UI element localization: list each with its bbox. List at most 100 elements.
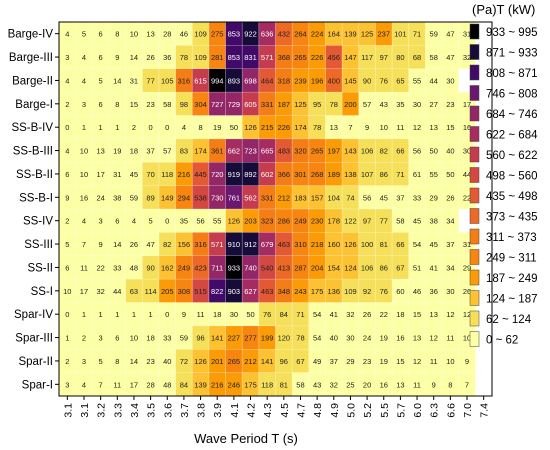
cell-value-label: 15 xyxy=(396,357,404,366)
cell-value-label: 175 xyxy=(311,287,324,296)
x-tick-label: 4.8 xyxy=(312,403,324,418)
heatmap-cell xyxy=(325,349,343,373)
cell-value-label: 35 xyxy=(180,217,188,226)
heatmap-cell xyxy=(125,162,143,186)
heatmap-cell xyxy=(158,138,176,163)
cell-value-label: 201 xyxy=(211,357,224,366)
heatmap-cell xyxy=(125,349,143,373)
cell-value-label: 14 xyxy=(113,240,121,249)
cell-value-label: 1 xyxy=(115,310,119,319)
cell-value-label: 72 xyxy=(180,357,188,366)
cell-value-label: 31 xyxy=(463,240,471,249)
heatmap-cell xyxy=(408,372,426,397)
cell-value-label: 17 xyxy=(463,100,471,109)
cell-value-label: 34 xyxy=(446,263,454,272)
cell-value-label: 34 xyxy=(446,217,454,226)
heatmap-cell xyxy=(275,185,293,210)
heatmap-cell xyxy=(358,138,376,163)
cell-value-label: 4 xyxy=(82,76,86,85)
cell-value-label: 141 xyxy=(261,357,274,366)
legend-label: 808 ~ 871 xyxy=(486,68,537,80)
cell-value-label: 249 xyxy=(178,263,191,272)
heatmap-cell xyxy=(342,115,360,140)
cell-value-label: 45 xyxy=(413,217,421,226)
cell-value-label: 9 xyxy=(432,380,436,389)
legend-label: 373 ~ 435 xyxy=(486,212,537,224)
heatmap-cell xyxy=(142,279,160,303)
cell-value-label: 28 xyxy=(146,380,154,389)
cell-value-label: 316 xyxy=(194,240,207,249)
heatmap-cell xyxy=(408,92,426,116)
cell-value-label: 101 xyxy=(394,30,407,39)
heatmap-cell xyxy=(275,255,293,280)
legend-swatch xyxy=(469,187,480,204)
cell-value-label: 50 xyxy=(430,147,438,156)
heatmap-cells xyxy=(59,22,476,397)
legend-swatch xyxy=(469,64,480,81)
heatmap-cell xyxy=(375,279,393,303)
heatmap-cell xyxy=(258,92,276,116)
heatmap-cell xyxy=(175,209,193,233)
heatmap-cell xyxy=(59,302,76,327)
cell-value-label: 30 xyxy=(230,310,238,319)
x-tick-label: 3.7 xyxy=(179,403,191,418)
heatmap-cell xyxy=(108,302,126,327)
cell-value-label: 109 xyxy=(194,53,207,62)
cell-value-label: 26 xyxy=(130,240,138,249)
heatmap-cell xyxy=(208,325,226,350)
cell-value-label: 61 xyxy=(413,170,421,179)
cell-value-label: 226 xyxy=(311,53,324,62)
heatmap-cell xyxy=(108,255,126,280)
cell-value-label: 237 xyxy=(377,30,390,39)
cell-value-label: 8 xyxy=(115,100,119,109)
heatmap-cell xyxy=(192,138,210,163)
heatmap-cell xyxy=(375,325,393,350)
legend-swatch xyxy=(469,249,480,265)
cell-value-label: 0 xyxy=(165,217,169,226)
heatmap-cell xyxy=(208,138,226,163)
cell-value-label: 413 xyxy=(278,263,291,272)
heatmap-cell xyxy=(442,115,459,140)
heatmap-cell xyxy=(108,92,126,116)
heatmap-cell xyxy=(75,68,93,93)
cell-value-label: 58 xyxy=(430,53,438,62)
x-tick-label: 5.5 xyxy=(379,403,391,418)
heatmap-cell xyxy=(325,302,343,327)
cell-value-label: 47 xyxy=(446,30,454,39)
cell-value-label: 331 xyxy=(261,100,274,109)
cell-value-label: 200 xyxy=(344,100,357,109)
cell-value-label: 6 xyxy=(115,334,119,343)
heatmap-cell xyxy=(142,302,160,327)
cell-value-label: 1 xyxy=(115,123,119,132)
heatmap-cell xyxy=(192,22,210,46)
cell-value-label: 3 xyxy=(99,217,103,226)
heatmap-cell xyxy=(358,92,376,116)
cell-value-label: 48 xyxy=(130,263,138,272)
heatmap-cell xyxy=(392,22,410,46)
cell-value-label: 175 xyxy=(244,380,257,389)
cell-value-label: 723 xyxy=(244,147,257,156)
cell-value-label: 5 xyxy=(82,30,86,39)
heatmap-cell xyxy=(408,279,426,303)
heatmap-cell xyxy=(208,279,226,303)
cell-value-label: 51 xyxy=(413,263,421,272)
heatmap-cell xyxy=(442,92,459,116)
cell-value-label: 571 xyxy=(261,53,274,62)
cell-value-label: 199 xyxy=(261,334,274,343)
cell-value-label: 7 xyxy=(465,380,469,389)
cell-value-label: 50 xyxy=(246,310,254,319)
heatmap-cell xyxy=(325,115,343,140)
x-tick-label: 7.0 xyxy=(462,403,474,418)
x-tick-label: 5.7 xyxy=(395,403,407,418)
heatmap-cell xyxy=(108,115,126,140)
cell-value-label: 55 xyxy=(413,76,421,85)
cell-value-label: 249 xyxy=(294,217,307,226)
cell-value-label: 50 xyxy=(230,123,238,132)
heatmap-cell xyxy=(425,45,443,70)
cell-value-label: 104 xyxy=(328,193,341,202)
cell-value-label: 55 xyxy=(430,170,438,179)
heatmap-cell xyxy=(458,349,476,373)
cell-value-label: 679 xyxy=(261,240,274,249)
heatmap-cell xyxy=(242,92,260,116)
